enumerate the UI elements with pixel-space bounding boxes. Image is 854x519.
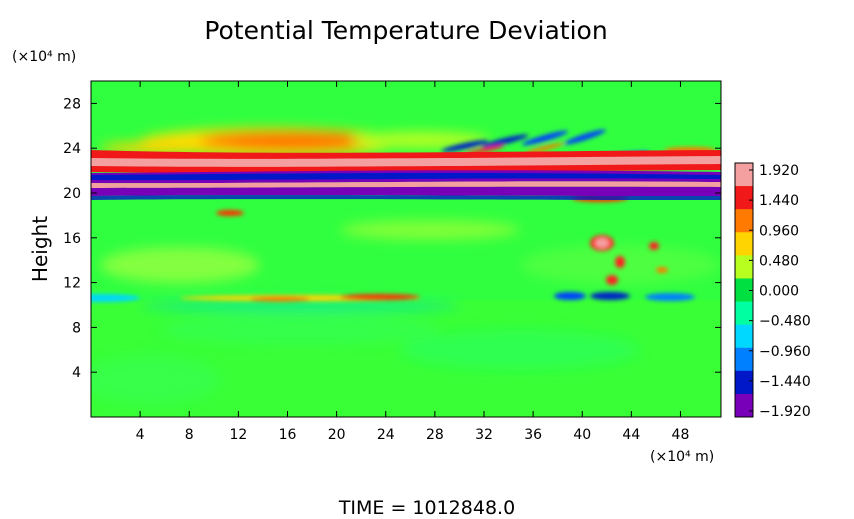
x-tick-label: 8 (185, 427, 194, 443)
x-tick-label: 32 (475, 427, 493, 443)
x-tick-label: 44 (622, 427, 640, 443)
colorbar-label: −1.440 (759, 374, 811, 390)
y-tick-label: 4 (72, 365, 81, 381)
x-tick-label: 40 (573, 427, 591, 443)
x-tick-label: 28 (426, 427, 444, 443)
colorbar-swatch (735, 186, 753, 210)
y-tick-label: 8 (72, 320, 81, 336)
colorbar-swatch (735, 301, 753, 326)
x-tick-label: 20 (328, 427, 346, 443)
temperature-field (91, 81, 721, 417)
colorbar-swatch (735, 255, 753, 279)
colorbar-label: 0.480 (759, 253, 799, 269)
chart-title: Potential Temperature Deviation (204, 16, 607, 45)
colorbar-swatch (735, 347, 753, 372)
x-tick-label: 4 (136, 427, 145, 443)
colorbar-swatch (735, 370, 753, 395)
colorbar-swatch (735, 232, 753, 256)
colorbar-label: 1.440 (759, 193, 799, 209)
x-tick-group: 4 8 12 16 20 24 28 32 36 40 44 48 (136, 81, 690, 443)
colorbar-label: −1.920 (759, 404, 811, 420)
colorbar-label: 1.920 (759, 163, 799, 179)
colorbar-swatch (735, 278, 753, 303)
y-unit-label: (×10⁴ m) (12, 49, 76, 65)
colorbar-label: 0.000 (759, 284, 799, 300)
colorbar-label: −0.480 (759, 314, 811, 330)
colorbar-swatch (735, 163, 753, 187)
x-tick-label: 36 (524, 427, 542, 443)
y-tick-group: 4 8 12 16 20 24 28 (63, 96, 721, 381)
x-unit-label: (×10⁴ m) (650, 449, 714, 465)
y-tick-label: 20 (63, 186, 81, 202)
y-tick-label: 16 (63, 231, 81, 247)
colorbar-label: −0.960 (759, 344, 811, 360)
y-tick-label: 12 (63, 276, 81, 292)
x-tick-label: 16 (279, 427, 297, 443)
colorbar-swatch (735, 393, 753, 418)
y-axis-label: Height (28, 216, 52, 282)
y-tick-label: 28 (63, 96, 81, 112)
x-tick-label: 48 (672, 427, 690, 443)
colorbar-swatch (735, 324, 753, 349)
colorbar-swatch (735, 209, 753, 233)
plot-frame (90, 80, 722, 418)
x-tick-label: 12 (229, 427, 247, 443)
x-tick-label: 24 (377, 427, 395, 443)
colorbar: 1.920 1.440 0.960 0.480 0.000 −0.480 −0.960 −1.… (734, 162, 811, 420)
time-footer: TIME = 1012848.0 (338, 497, 515, 519)
colorbar-label: 0.960 (759, 223, 799, 239)
y-tick-label: 24 (63, 141, 81, 157)
